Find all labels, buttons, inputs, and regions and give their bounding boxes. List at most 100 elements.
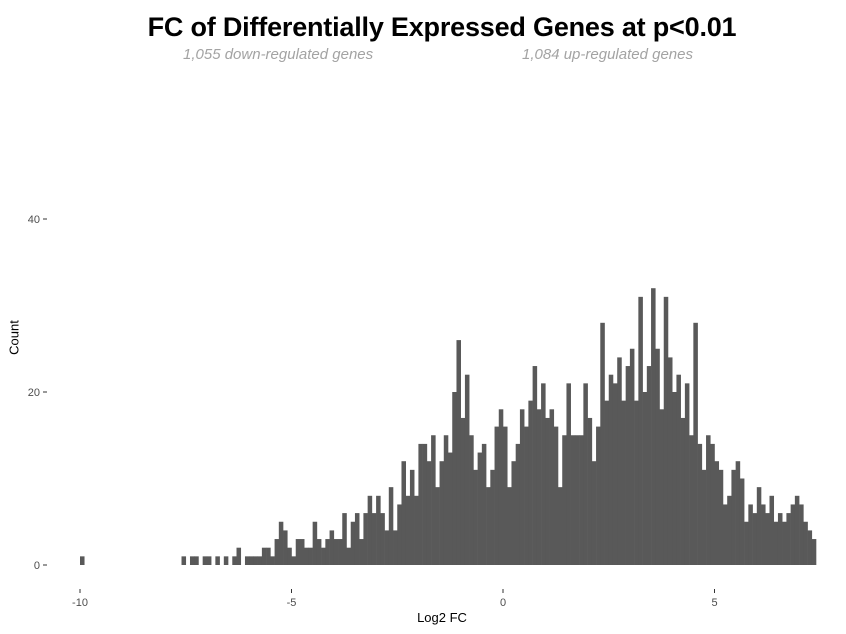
histogram-bar xyxy=(359,539,364,565)
histogram-bar xyxy=(702,470,707,565)
histogram-bar xyxy=(253,556,258,565)
histogram-bar xyxy=(774,522,779,565)
histogram-bar xyxy=(731,470,736,565)
histogram-bar xyxy=(664,297,669,565)
histogram-bar xyxy=(609,375,614,565)
y-tick-label: 0 xyxy=(34,560,40,572)
histogram-bar xyxy=(715,461,720,565)
histogram-bar xyxy=(461,418,466,565)
histogram-bar xyxy=(313,522,318,565)
histogram-bar xyxy=(397,504,402,565)
histogram-bar xyxy=(435,487,440,565)
histogram-bar xyxy=(630,349,635,565)
histogram-bar xyxy=(203,556,208,565)
histogram-bar xyxy=(516,444,521,565)
histogram-bar xyxy=(380,513,385,565)
histogram-bar xyxy=(808,530,813,565)
histogram-bar xyxy=(778,513,783,565)
histogram-bar xyxy=(588,418,593,565)
histogram-bar xyxy=(385,530,390,565)
histogram-bar xyxy=(744,522,749,565)
histogram-bar xyxy=(723,504,728,565)
histogram-bar xyxy=(647,366,652,565)
histogram-bar xyxy=(304,548,309,565)
histogram-bar xyxy=(473,470,478,565)
histogram-bar xyxy=(613,383,618,565)
histogram-bar xyxy=(507,487,512,565)
histogram-bar xyxy=(300,539,305,565)
histogram-bar xyxy=(566,383,571,565)
histogram-bar xyxy=(579,435,584,565)
histogram-bar xyxy=(372,513,377,565)
histogram-bar xyxy=(554,427,559,565)
x-tick-label: 5 xyxy=(711,597,717,609)
histogram-bar xyxy=(558,487,563,565)
histogram-bar xyxy=(736,461,741,565)
histogram-bar xyxy=(80,556,85,565)
histogram-bar xyxy=(524,427,529,565)
histogram-bar xyxy=(452,392,457,565)
histogram-bar xyxy=(571,435,576,565)
histogram-bar xyxy=(330,530,335,565)
histogram-bar xyxy=(550,409,555,565)
histogram-bar xyxy=(194,556,199,565)
histogram-bar xyxy=(541,383,546,565)
histogram-bar xyxy=(765,513,770,565)
histogram-bar xyxy=(719,470,724,565)
histogram-bar xyxy=(448,453,453,565)
histogram-bar xyxy=(270,556,275,565)
histogram-bar xyxy=(495,427,500,565)
histogram-bar xyxy=(321,548,326,565)
histogram-bar xyxy=(410,470,415,565)
histogram-bar xyxy=(799,504,804,565)
histogram-bar xyxy=(706,435,711,565)
histogram-bar xyxy=(182,556,187,565)
histogram-bar xyxy=(748,504,753,565)
y-tick-label: 40 xyxy=(28,214,40,226)
histogram-bars xyxy=(80,288,816,565)
histogram-bar xyxy=(266,548,271,565)
histogram-bar xyxy=(562,435,567,565)
histogram-bar xyxy=(490,470,495,565)
histogram-bar xyxy=(499,409,504,565)
histogram-bar xyxy=(482,444,487,565)
histogram-bar xyxy=(812,539,817,565)
histogram-bar xyxy=(605,401,610,565)
histogram-bar xyxy=(655,349,660,565)
histogram-bar xyxy=(660,409,665,565)
y-axis: 0 20 40 xyxy=(28,214,47,572)
histogram-bar xyxy=(592,461,597,565)
histogram-bar xyxy=(190,556,195,565)
histogram-bar xyxy=(440,461,445,565)
histogram-bar xyxy=(698,444,703,565)
histogram-bar xyxy=(325,539,330,565)
histogram-bar xyxy=(317,539,322,565)
histogram-bar xyxy=(786,513,791,565)
x-tick-label: -5 xyxy=(287,597,297,609)
histogram-bar xyxy=(681,418,686,565)
y-tick-label: 20 xyxy=(28,387,40,399)
histogram-bar xyxy=(444,435,449,565)
histogram-bar xyxy=(296,539,301,565)
histogram-bar xyxy=(638,297,643,565)
histogram-bar xyxy=(740,479,745,566)
histogram-bar xyxy=(418,444,423,565)
histogram-bar xyxy=(414,496,419,565)
histogram-bar xyxy=(232,556,237,565)
histogram-bar xyxy=(351,522,356,565)
histogram-bar xyxy=(287,548,292,565)
histogram-bar xyxy=(283,530,288,565)
histogram-bar xyxy=(693,323,698,565)
histogram-bar xyxy=(511,461,516,565)
histogram-bar xyxy=(207,556,212,565)
histogram-bar xyxy=(676,375,681,565)
histogram-bar xyxy=(215,556,220,565)
histogram-bar xyxy=(634,401,639,565)
histogram-bar xyxy=(689,435,694,565)
histogram-bar xyxy=(753,513,758,565)
histogram-bar xyxy=(393,530,398,565)
histogram-bar xyxy=(803,522,808,565)
histogram-bar xyxy=(757,487,762,565)
histogram-bar xyxy=(617,357,622,565)
histogram-bar xyxy=(334,539,339,565)
